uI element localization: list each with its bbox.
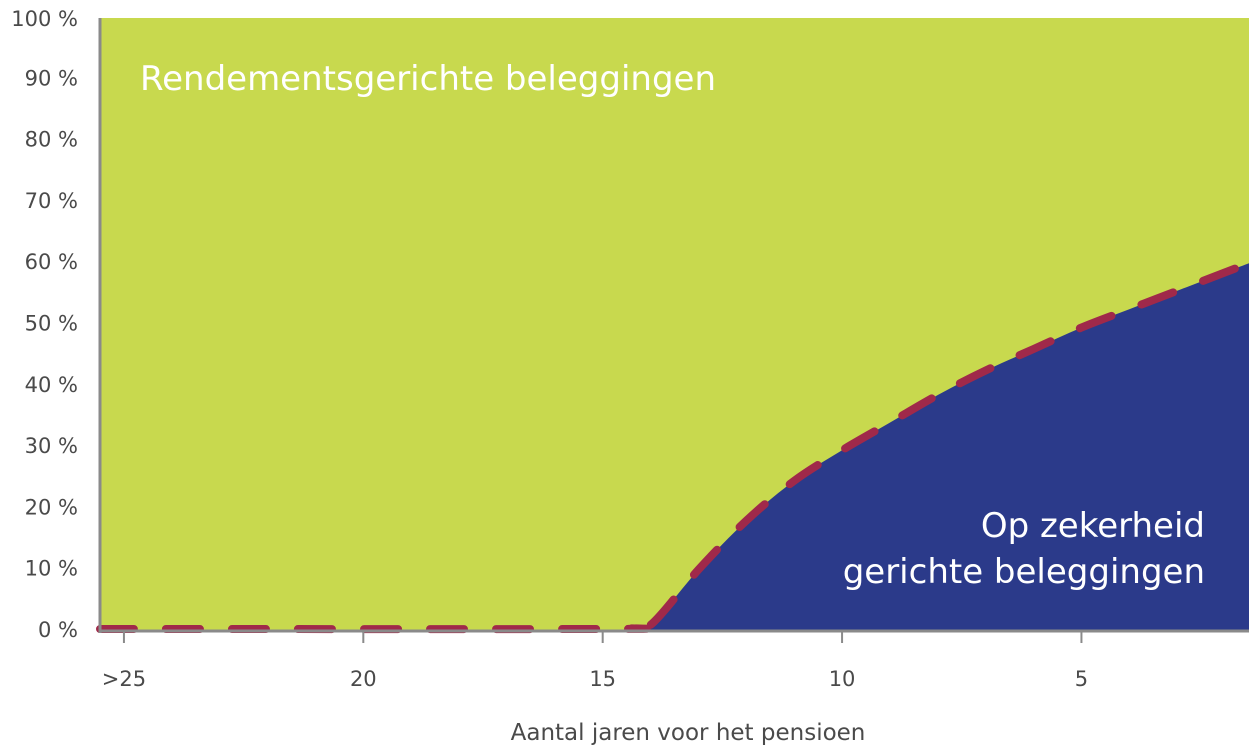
y-tick-label: 60 % (25, 250, 78, 274)
label-zekerheid-line1: Op zekerheid (981, 506, 1205, 546)
blue-area (100, 263, 1249, 632)
y-tick-label: 80 % (25, 128, 78, 152)
y-tick-labels: 0 % 10 % 20 % 30 % 40 % 50 % 60 % 70 % 80 % 90 % 1… (11, 7, 78, 642)
y-tick-label: 40 % (25, 373, 78, 397)
x-tick-labels: >25 20 15 10 5 (102, 631, 1088, 691)
y-tick-label: 50 % (25, 312, 78, 336)
y-tick-label: 30 % (25, 434, 78, 458)
boundary-dashed-line (96, 259, 1253, 634)
y-tick-label: 70 % (25, 189, 78, 213)
y-tick-label: 90 % (25, 66, 78, 90)
y-tick-label: 10 % (25, 557, 78, 581)
x-axis-label: Aantal jaren voor het pensioen (511, 720, 866, 746)
x-tick-label: 5 (1075, 667, 1088, 691)
x-tick-label: 10 (829, 667, 856, 691)
label-zekerheid-line2: gerichte beleggingen (843, 552, 1205, 592)
x-tick-label: 20 (350, 667, 377, 691)
y-tick-label: 20 % (25, 495, 78, 519)
label-rendementsgericht: Rendementsgerichte beleggingen (140, 59, 716, 99)
x-tick-label: >25 (102, 667, 146, 691)
y-tick-label: 0 % (38, 618, 78, 642)
x-tick-label: 15 (589, 667, 616, 691)
y-tick-label: 100 % (11, 7, 78, 31)
